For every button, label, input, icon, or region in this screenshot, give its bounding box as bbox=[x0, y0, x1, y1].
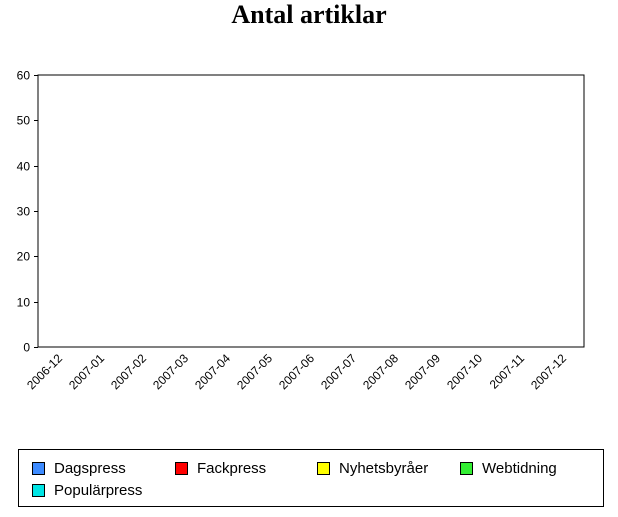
x-tick-label: 2007-01 bbox=[66, 351, 107, 392]
y-tick-label: 20 bbox=[17, 250, 31, 264]
legend-item-fackpress: Fackpress bbox=[175, 459, 266, 477]
plot-area bbox=[37, 74, 585, 348]
x-tick-label: 2007-10 bbox=[444, 351, 485, 392]
legend-label: Populärpress bbox=[54, 481, 143, 499]
legend-swatch bbox=[32, 461, 45, 475]
legend-label: Nyhetsbyråer bbox=[339, 459, 429, 477]
chart-title: Antal artiklar bbox=[231, 0, 387, 29]
y-tick-label: 60 bbox=[17, 69, 31, 83]
legend-item-popul-rpress: Populärpress bbox=[32, 481, 142, 499]
y-tick-label: 0 bbox=[23, 341, 30, 355]
y-tick-label: 10 bbox=[17, 296, 31, 310]
x-tick-label: 2007-02 bbox=[108, 351, 149, 392]
x-tick-label: 2007-04 bbox=[192, 351, 233, 392]
x-tick-label: 2007-07 bbox=[318, 351, 359, 392]
x-tick-label: 2007-09 bbox=[402, 351, 443, 392]
x-tick-label: 2007-08 bbox=[360, 351, 401, 392]
legend-swatch bbox=[317, 461, 330, 475]
legend-item-webtidning: Webtidning bbox=[460, 459, 557, 477]
y-tick-label: 30 bbox=[17, 205, 31, 219]
legend-swatch bbox=[460, 461, 473, 475]
y-tick-label: 50 bbox=[17, 114, 31, 128]
legend-swatch bbox=[175, 461, 188, 475]
x-tick-label: 2007-11 bbox=[487, 351, 528, 392]
legend-item-dagspress: Dagspress bbox=[32, 459, 126, 477]
x-tick-label: 2007-05 bbox=[234, 351, 275, 392]
legend-label: Fackpress bbox=[197, 459, 267, 477]
legend-label: Webtidning bbox=[482, 459, 557, 477]
legend-swatch bbox=[32, 483, 45, 497]
legend-item-nyhetsbyr-er: Nyhetsbyråer bbox=[317, 459, 428, 477]
chart-legend: Dagspress Fackpress Nyhetsbyråer Webtidning… bbox=[18, 449, 604, 507]
x-tick-label: 2006-12 bbox=[24, 351, 65, 392]
y-tick-label: 40 bbox=[17, 160, 31, 174]
legend-label: Dagspress bbox=[54, 459, 126, 477]
x-tick-label: 2007-06 bbox=[276, 351, 317, 392]
x-tick-label: 2007-12 bbox=[528, 351, 569, 392]
x-tick-label: 2007-03 bbox=[150, 351, 191, 392]
